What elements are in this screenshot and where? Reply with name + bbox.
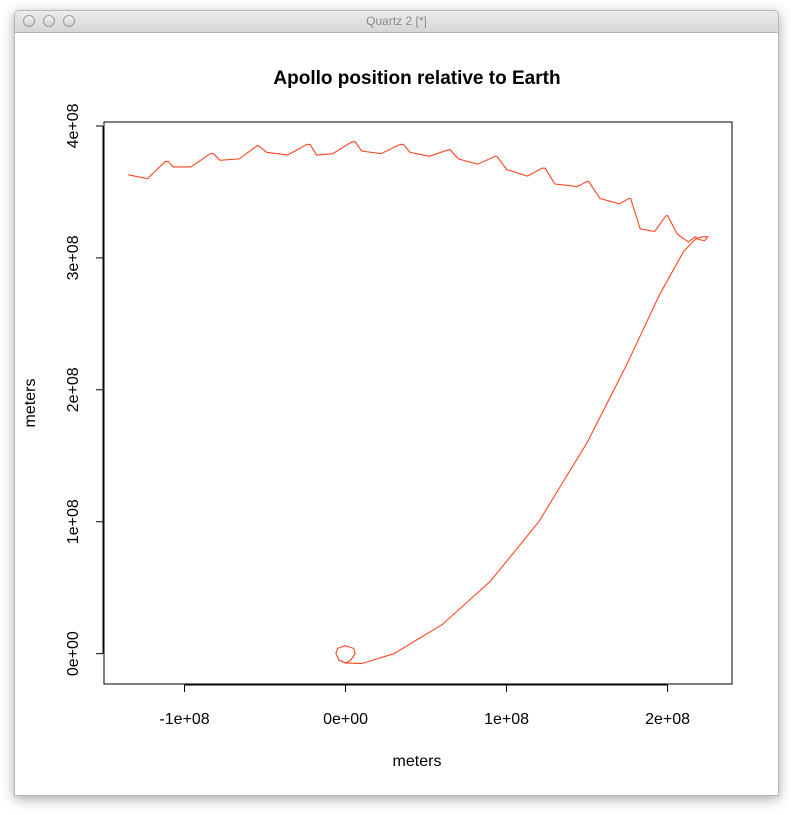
apollo-plot: Apollo position relative to Earth -1e+08… [22, 68, 733, 770]
y-tick-label: 2e+08 [65, 367, 82, 412]
window-title: Quartz 2 [*] [366, 14, 427, 28]
plot-box [103, 121, 733, 685]
x-tick-label: 2e+08 [645, 711, 690, 728]
x-axis: -1e+08 0e+00 1e+08 2e+08 [159, 684, 690, 728]
minimize-window-button[interactable] [43, 15, 55, 27]
chart-title: Apollo position relative to Earth [273, 68, 560, 89]
y-axis-label: meters [22, 379, 39, 428]
zoom-window-button[interactable] [63, 15, 75, 27]
close-window-button[interactable] [23, 15, 35, 27]
x-tick-label: -1e+08 [159, 711, 209, 728]
plot-window: Quartz 2 [*] Apollo position relative to… [14, 10, 779, 796]
x-tick-label: 1e+08 [484, 711, 529, 728]
y-tick-label: 1e+08 [65, 499, 82, 544]
x-axis-label: meters [393, 753, 442, 770]
y-axis: 0e+00 1e+08 2e+08 3e+08 4e+08 [65, 103, 104, 676]
y-tick-label: 0e+00 [65, 631, 82, 676]
trajectory-line [128, 141, 709, 665]
window-titlebar[interactable]: Quartz 2 [*] [15, 11, 778, 33]
y-tick-label: 3e+08 [65, 235, 82, 280]
x-tick-label: 0e+00 [323, 711, 368, 728]
y-tick-label: 4e+08 [65, 103, 82, 148]
